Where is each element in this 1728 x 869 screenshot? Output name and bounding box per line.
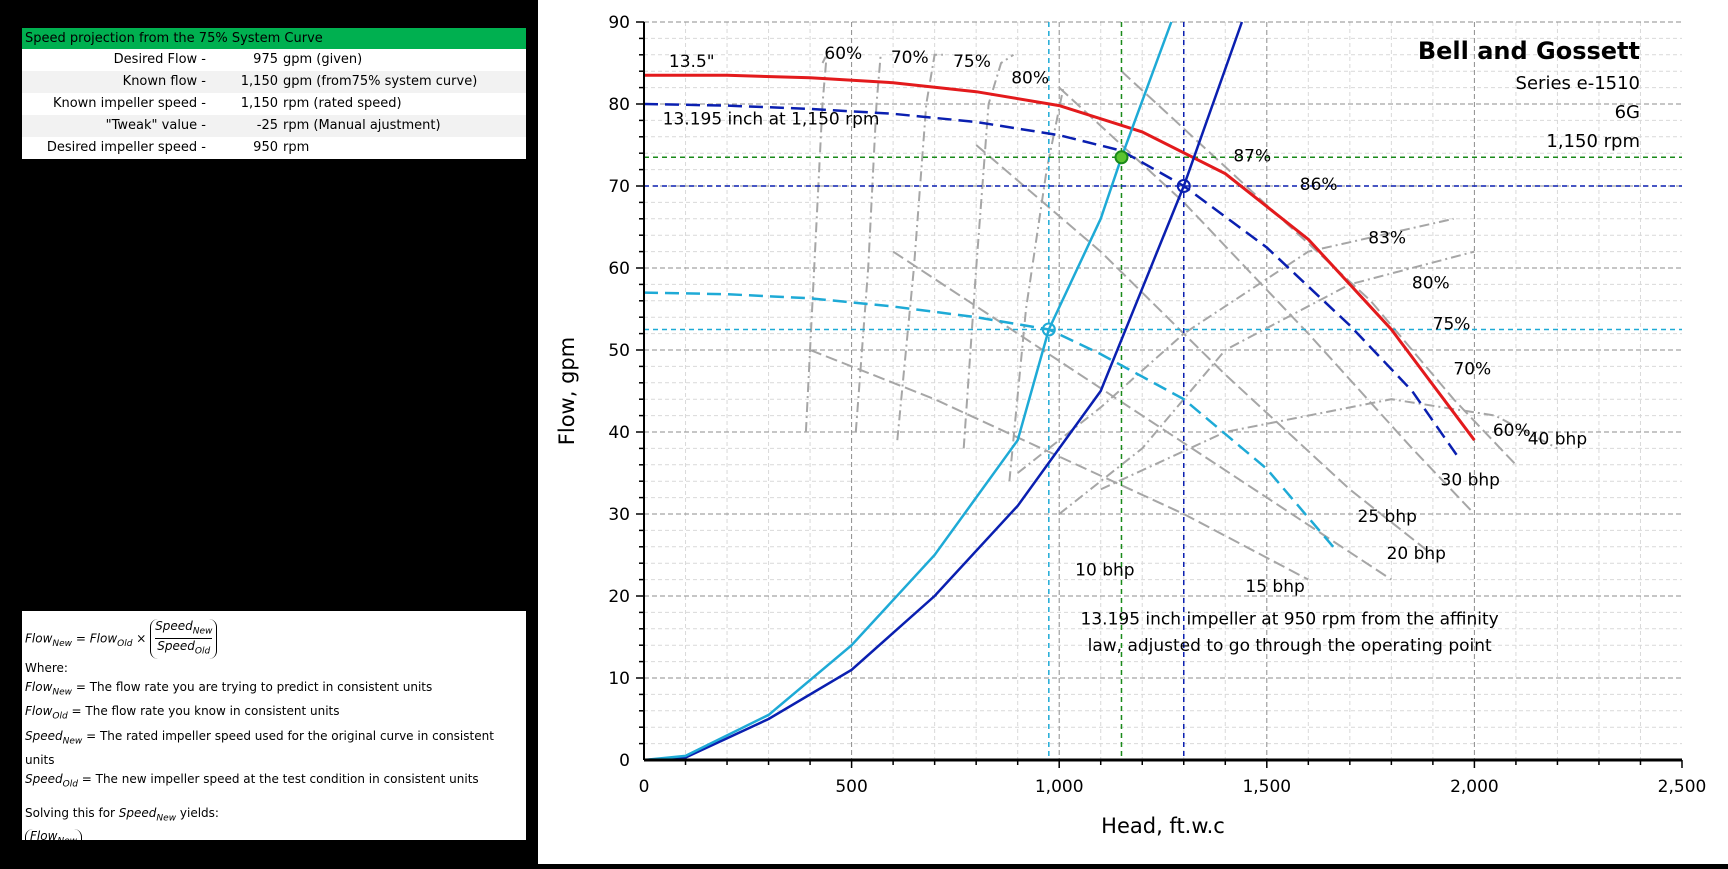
y-tick-label: 10	[608, 669, 630, 689]
x-tick-label: 500	[835, 777, 867, 797]
calc-label: "Tweak" value -	[105, 118, 206, 133]
x-tick-label: 1,000	[1035, 777, 1084, 797]
formula-equation: FlowNew = FlowOld × SpeedNew SpeedOld	[25, 619, 523, 659]
bhp-curve	[1058, 86, 1476, 515]
efficiency-label: 87%	[1233, 146, 1271, 166]
x-tick-label: 0	[639, 777, 650, 797]
formula-where: Where:	[25, 660, 68, 675]
formula-solved: FlowNew FlowOld × SpeedOld = SpeedNew	[25, 828, 523, 869]
calc-note: gpm (from75% system curve)	[283, 74, 478, 89]
curve-annotation: 13.5"	[669, 52, 715, 72]
efficiency-label: 60%	[824, 44, 862, 64]
efficiency-label: 83%	[1368, 228, 1406, 248]
efficiency-label: 80%	[1011, 69, 1049, 89]
operating-point	[1041, 322, 1056, 337]
x-tick-label: 2,000	[1450, 777, 1499, 797]
efficiency-label: 60%	[1493, 421, 1531, 441]
formula-def: SpeedNew = The rated impeller speed used…	[25, 728, 494, 767]
y-tick-label: 40	[608, 423, 630, 443]
curve-annotation: law, adjusted to go through the operatin…	[1088, 636, 1492, 656]
efficiency-curve	[804, 54, 828, 433]
series-line-4	[643, 21, 1173, 762]
curve-annotation: 13.195 inch impeller at 950 rpm from the…	[1081, 610, 1499, 630]
bhp-label: 40 bhp	[1528, 429, 1587, 449]
efficiency-curve	[1008, 87, 1065, 482]
bhp-curve	[1120, 70, 1517, 466]
y-tick-label: 80	[608, 95, 630, 115]
formula-solving: Solving this for SpeedNew yields:	[25, 806, 219, 824]
calc-row: Desired Flow - 975 gpm (given)	[22, 49, 526, 71]
x-axis-label: Head, ft.w.c	[1101, 814, 1225, 838]
x-tick-label: 1,500	[1242, 777, 1291, 797]
chart-title: Bell and Gossett	[1418, 37, 1640, 65]
calc-value: 1,150	[240, 74, 278, 89]
formula-def: FlowNew = The flow rate you are trying t…	[25, 679, 433, 698]
y-axis-label: Flow, gpm	[555, 337, 579, 445]
y-tick-label: 20	[608, 587, 630, 607]
efficiency-curve	[962, 53, 1015, 449]
operating-point	[1176, 179, 1191, 193]
calc-label: Known flow -	[122, 74, 206, 89]
calc-row: Known flow - 1,150 gpm (from75% system c…	[22, 71, 526, 93]
curve-annotation: 13.195 inch at 1,150 rpm	[663, 110, 880, 130]
calc-note: rpm (Manual ajustment)	[283, 118, 441, 133]
affinity-formula: FlowNew = FlowOld × SpeedNew SpeedOld Whe…	[22, 611, 526, 869]
efficiency-label: 75%	[953, 52, 991, 72]
series-line-0	[644, 73, 1476, 442]
pump-curve-chart: 0 500 1,000 1,500 2,000 2,500 0 10 20 30 40 50 60 70 8…	[538, 0, 1728, 864]
calc-note: rpm	[283, 140, 310, 155]
efficiency-label: 86%	[1300, 175, 1338, 195]
calc-value: 1,150	[240, 96, 278, 111]
calc-value: 975	[253, 52, 278, 67]
iso-efficiency-curve	[1017, 217, 1454, 474]
operating-point	[1114, 150, 1129, 165]
series-line-1	[643, 102, 1459, 458]
calc-note: gpm (given)	[283, 52, 363, 67]
series-line-3	[643, 21, 1244, 762]
bhp-label: 20 bhp	[1387, 544, 1446, 564]
y-tick-label: 0	[619, 751, 630, 771]
x-tick-label: 2,500	[1658, 777, 1707, 797]
iso-efficiency-curve	[1100, 398, 1558, 491]
bhp-label: 15 bhp	[1245, 577, 1304, 597]
chart-svg: 0 500 1,000 1,500 2,000 2,500 0 10 20 30 40 50 60 70 8…	[555, 13, 1707, 838]
efficiency-label: 75%	[1433, 315, 1471, 335]
bhp-curve	[892, 250, 1392, 581]
chart-subtitle: 1,150 rpm	[1546, 131, 1640, 152]
y-tick-label: 70	[608, 177, 630, 197]
efficiency-label: 80%	[1412, 274, 1450, 294]
calc-row: Desired impeller speed - 950 rpm	[22, 137, 526, 159]
chart-subtitle: 6G	[1615, 102, 1640, 123]
bhp-label: 25 bhp	[1358, 507, 1417, 527]
calc-label: Desired impeller speed -	[46, 140, 206, 155]
calc-row: "Tweak" value - -25 rpm (Manual ajustmen…	[22, 115, 526, 137]
calc-label: Known impeller speed -	[52, 96, 206, 111]
chart-subtitle: Series e-1510	[1516, 73, 1640, 94]
efficiency-curve	[854, 53, 883, 433]
calc-label: Desired Flow -	[113, 52, 206, 67]
calc-table: Speed projection from the 75% System Cur…	[22, 28, 526, 159]
y-tick-label: 60	[608, 259, 630, 279]
efficiency-label: 70%	[891, 48, 929, 68]
calc-value: 950	[253, 140, 278, 155]
iso-efficiency-curve	[1058, 250, 1475, 515]
bhp-curve	[975, 144, 1434, 556]
calc-note: rpm (rated speed)	[283, 96, 402, 111]
formula-def: FlowOld = The flow rate you know in cons…	[25, 704, 340, 722]
calc-row: Known impeller speed - 1,150 rpm (rated …	[22, 93, 526, 115]
y-tick-label: 90	[608, 13, 630, 33]
bhp-label: 30 bhp	[1441, 470, 1500, 490]
bhp-label: 10 bhp	[1075, 561, 1134, 581]
calc-value: -25	[256, 118, 278, 133]
series-line-2	[643, 291, 1335, 548]
formula-def: SpeedOld = The new impeller speed at the…	[25, 771, 479, 790]
bhp-curve	[809, 349, 1309, 581]
y-tick-label: 50	[608, 341, 630, 361]
efficiency-curve	[896, 53, 943, 441]
y-tick-label: 30	[608, 505, 630, 525]
calc-title: Speed projection from the 75% System Cur…	[22, 28, 526, 49]
efficiency-label: 70%	[1453, 360, 1491, 380]
